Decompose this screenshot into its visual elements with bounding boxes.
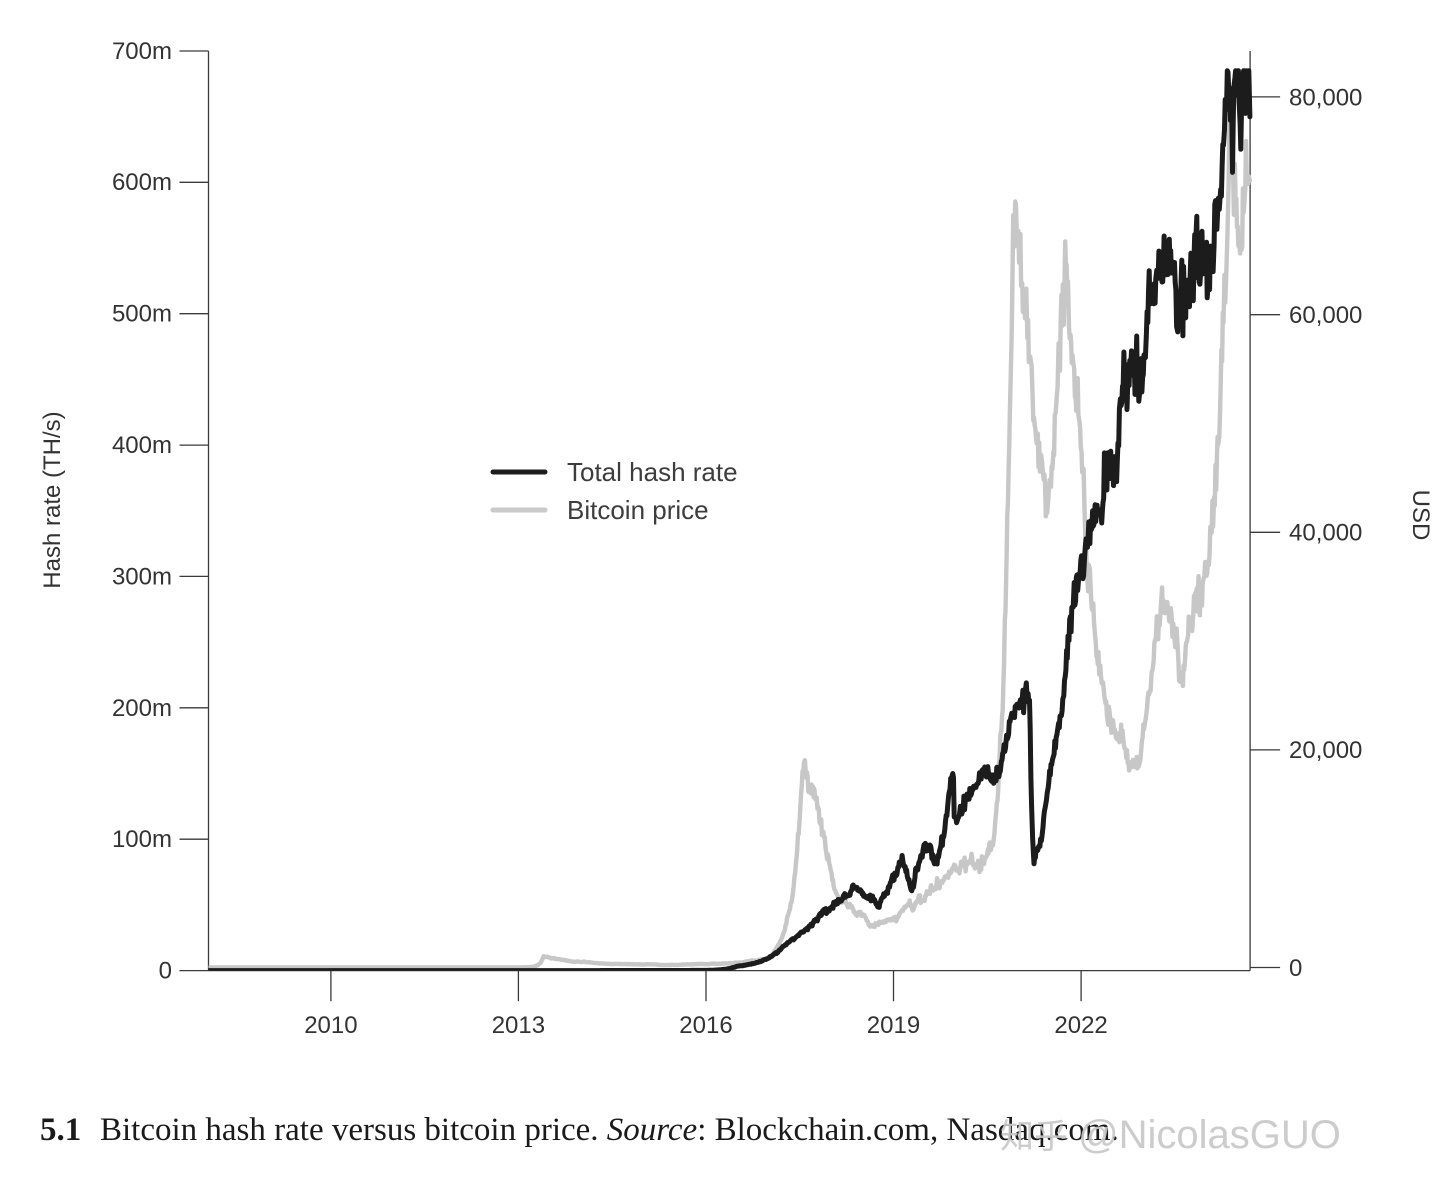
svg-text:0: 0 bbox=[159, 958, 172, 985]
svg-text:80,000: 80,000 bbox=[1289, 85, 1362, 112]
svg-text:2019: 2019 bbox=[867, 1012, 920, 1039]
svg-text:Hash rate (TH/s): Hash rate (TH/s) bbox=[39, 411, 66, 588]
svg-text:知乎: 知乎 bbox=[1000, 1118, 1068, 1156]
svg-text:300m: 300m bbox=[112, 564, 172, 591]
svg-text:20,000: 20,000 bbox=[1289, 737, 1362, 764]
svg-text:2016: 2016 bbox=[679, 1012, 732, 1039]
svg-text:0: 0 bbox=[1289, 955, 1302, 982]
svg-text:2022: 2022 bbox=[1054, 1012, 1107, 1039]
svg-text:2013: 2013 bbox=[492, 1012, 545, 1039]
svg-text:600m: 600m bbox=[112, 169, 172, 196]
svg-text:2010: 2010 bbox=[304, 1012, 357, 1039]
svg-text:40,000: 40,000 bbox=[1289, 520, 1362, 547]
svg-text:Bitcoin price: Bitcoin price bbox=[567, 495, 709, 525]
svg-text:700m: 700m bbox=[112, 38, 172, 65]
svg-text:200m: 200m bbox=[112, 695, 172, 722]
svg-text:Total hash rate: Total hash rate bbox=[567, 457, 738, 487]
svg-text:100m: 100m bbox=[112, 826, 172, 853]
svg-text:60,000: 60,000 bbox=[1289, 302, 1362, 329]
svg-text:5.1: 5.1 bbox=[40, 1112, 81, 1148]
svg-text:500m: 500m bbox=[112, 301, 172, 328]
svg-text:@NicolasGUO: @NicolasGUO bbox=[1078, 1113, 1341, 1157]
svg-text:Bitcoin hash rate versus bitco: Bitcoin hash rate versus bitcoin price. … bbox=[100, 1112, 1119, 1148]
svg-text:400m: 400m bbox=[112, 432, 172, 459]
svg-text:USD: USD bbox=[1407, 490, 1434, 541]
